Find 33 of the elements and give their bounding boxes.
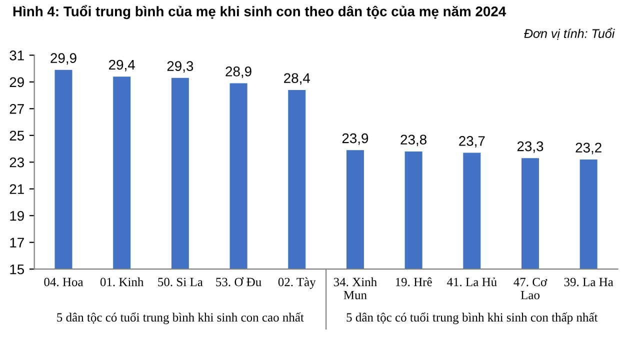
data-label: 28,4: [284, 73, 310, 85]
data-label: 23,9: [342, 133, 368, 145]
x-tick-label: 19. Hrê: [396, 277, 432, 286]
chart-title: Hình 4: Tuổi trung bình của mẹ khi sinh con theo dân tộc của mẹ năm 2024: [13, 5, 506, 20]
y-tick-label: 21: [10, 184, 24, 194]
x-tick-label: 50. Si La: [158, 278, 203, 286]
text: 5 dân tộc có tuổi trung bình khi sinh con thấp nhất: [346, 312, 598, 324]
chart-subtitle: Đơn vị tính: Tuổi: [524, 28, 615, 40]
data-label: 29,3: [167, 61, 194, 73]
y-tick-label: 15: [10, 264, 24, 274]
data-label: 23,2: [576, 142, 602, 154]
data-label: 29,9: [50, 53, 76, 65]
data-label: 23,8: [400, 134, 426, 146]
data-label: 23,3: [517, 141, 544, 153]
y-tick-label: 25: [10, 130, 24, 141]
x-tick-label: 53. Ơ Đu: [216, 277, 262, 286]
x-tick-label: 04. Hoa: [44, 278, 84, 286]
y-tick-label: 27: [10, 104, 24, 114]
x-tick-label: 47. Cơ Lao: [514, 278, 548, 300]
y-tick-label: 31: [10, 50, 24, 60]
y-tick-label: 23: [10, 157, 24, 168]
y-tick-label: 17: [10, 238, 24, 248]
text: 5 dân tộc có tuổi trung bình khi sinh con cao nhất: [57, 312, 304, 324]
y-tick-label: 29: [10, 77, 24, 88]
x-tick-label: 01. Kinh: [100, 277, 144, 286]
data-label: 28,9: [226, 66, 252, 78]
data-label: 29,4: [109, 60, 135, 72]
x-tick-label: 02. Tày: [278, 277, 316, 289]
x-tick-label: 41. La Hủ: [446, 277, 497, 286]
y-tick-label: 19: [10, 210, 24, 221]
x-tick-label: 34. Xinh Mun: [334, 277, 377, 300]
x-tick-label: 39. La Ha: [564, 278, 614, 286]
data-label: 23,7: [459, 136, 485, 148]
